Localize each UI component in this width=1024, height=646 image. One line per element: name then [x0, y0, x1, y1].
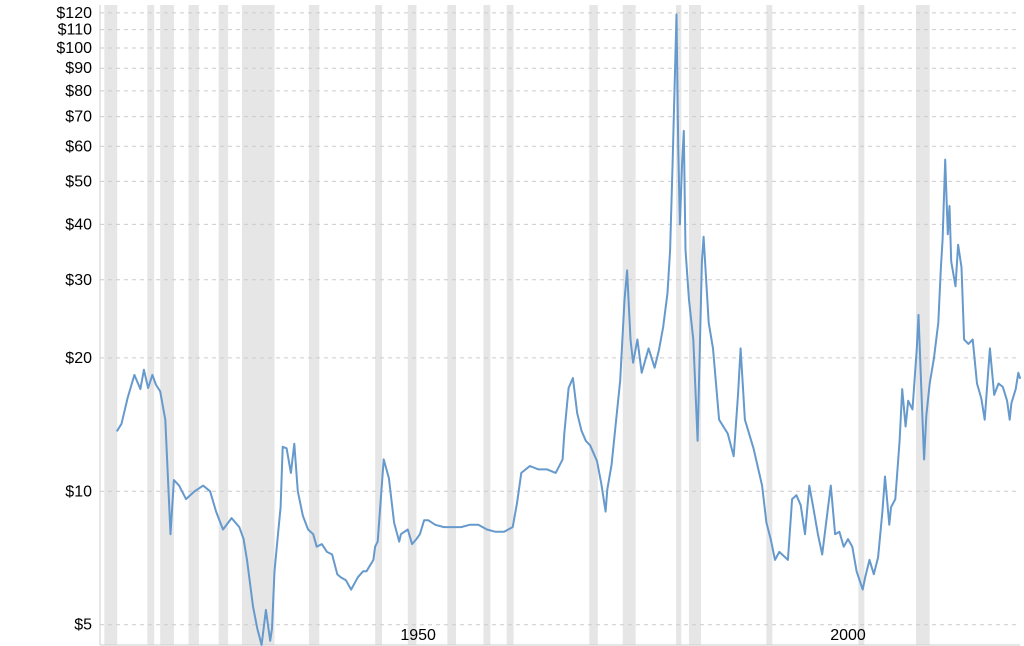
- y-tick-label: $90: [65, 60, 92, 77]
- y-tick-label: $10: [65, 483, 92, 500]
- shade-band: [160, 5, 174, 645]
- shade-band: [309, 5, 319, 645]
- y-tick-label: $30: [65, 272, 92, 289]
- y-tick-label: $50: [65, 173, 92, 190]
- shade-band: [219, 5, 228, 645]
- shade-band: [447, 5, 456, 645]
- shade-band: [589, 5, 598, 645]
- shade-band: [483, 5, 490, 645]
- shade-band: [858, 5, 864, 645]
- shade-band: [104, 5, 117, 645]
- y-tick-label: $120: [56, 5, 92, 22]
- shade-band: [147, 5, 154, 645]
- y-tick-label: $5: [74, 617, 92, 634]
- y-tick-label: $80: [65, 83, 92, 100]
- price-history-chart: $5 $10 $20 $30 $40 $50 $60 $70 $80 $90 $100$110$12…: [0, 0, 1024, 646]
- y-tick-label: $70: [65, 109, 92, 126]
- shade-band: [189, 5, 199, 645]
- y-tick-label: $40: [65, 216, 92, 233]
- x-tick-label: 1950: [400, 627, 436, 644]
- shade-band: [507, 5, 514, 645]
- y-tick-label: $100: [56, 40, 92, 57]
- shade-band: [766, 5, 772, 645]
- y-tick-label: $20: [65, 350, 92, 367]
- shade-band: [242, 5, 275, 645]
- x-tick-label: 2000: [830, 627, 866, 644]
- shade-band: [375, 5, 382, 645]
- chart-svg: $5 $10 $20 $30 $40 $50 $60 $70 $80 $90 $100$110$12…: [0, 0, 1024, 646]
- y-tick-label: $60: [65, 138, 92, 155]
- shade-band: [408, 5, 417, 645]
- y-tick-label: $110: [58, 22, 93, 39]
